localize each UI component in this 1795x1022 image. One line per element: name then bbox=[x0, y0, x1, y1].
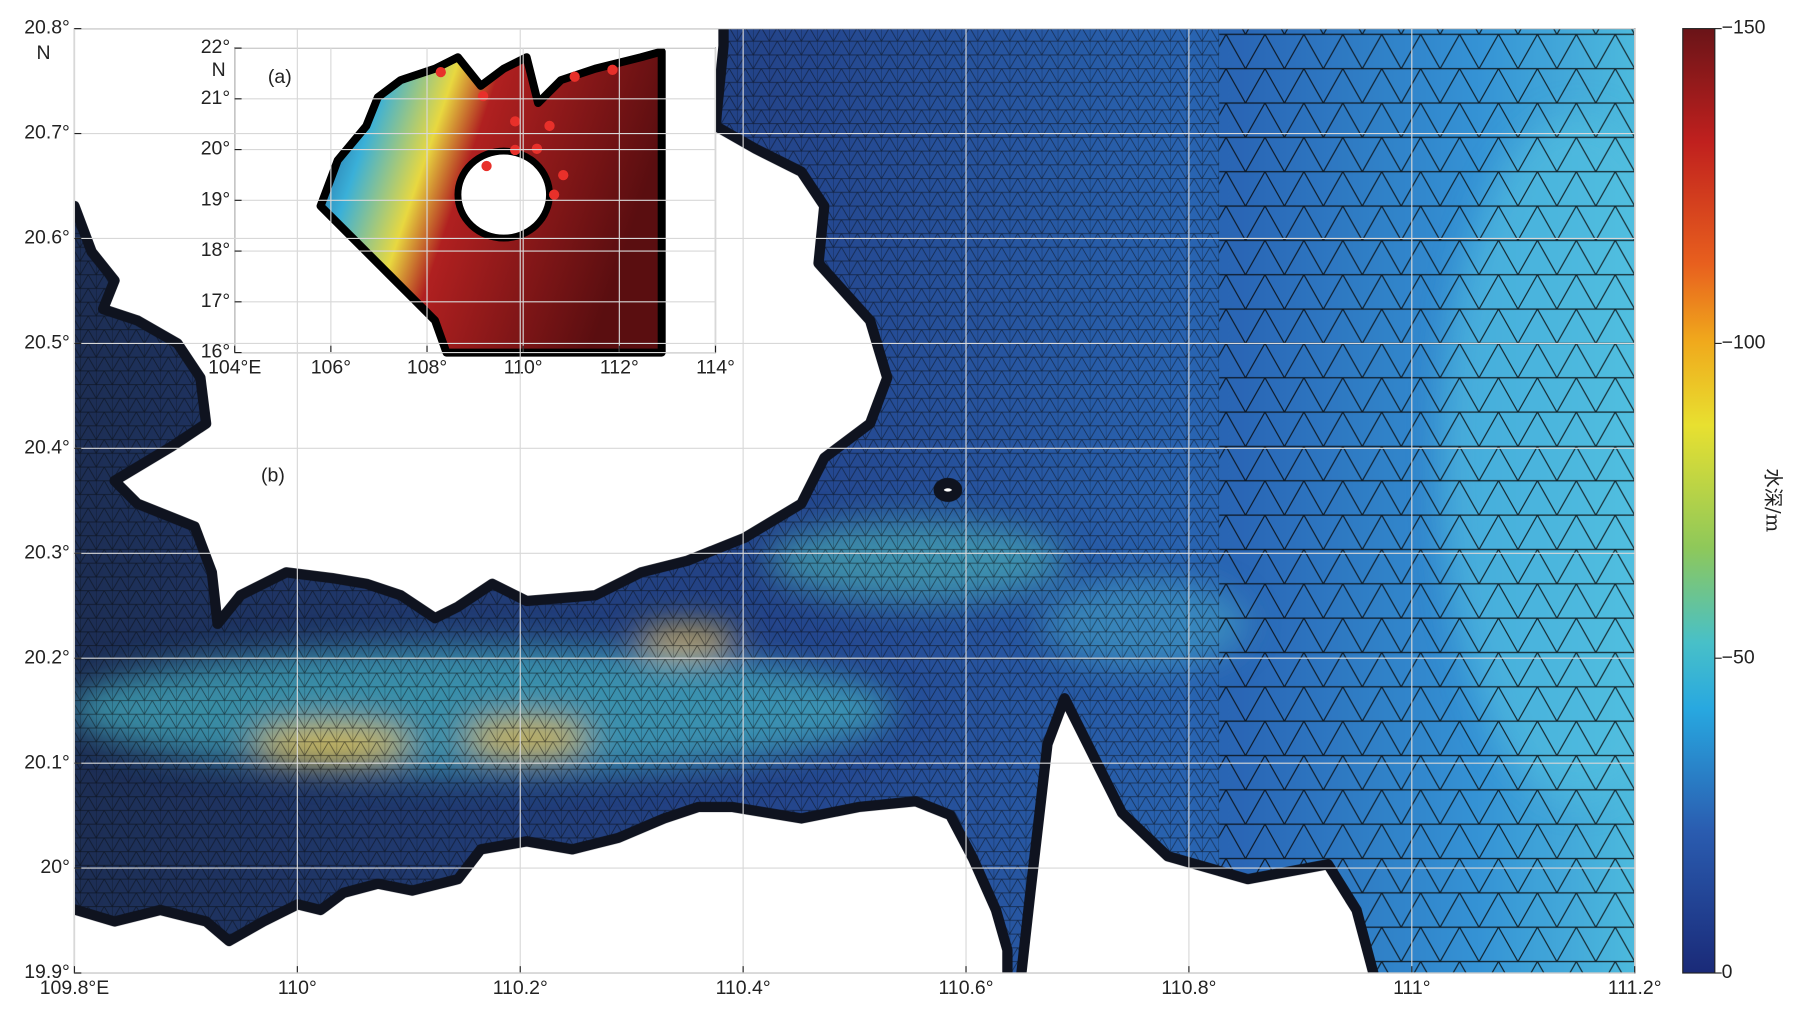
x-tick-label: 109.8°E bbox=[40, 977, 109, 999]
x-tick-label: 106° bbox=[311, 357, 351, 379]
x-tick-label: 111.2° bbox=[1608, 977, 1662, 999]
y-tick-label: 20.1° bbox=[24, 751, 70, 773]
x-tick-label: 108° bbox=[407, 357, 447, 379]
colorbar-tick-label: −150 bbox=[1722, 17, 1766, 39]
x-tick-label: 110° bbox=[504, 357, 543, 379]
colorbar-tick-label: −100 bbox=[1722, 332, 1766, 354]
x-tick-label: 112° bbox=[600, 357, 639, 379]
panel-label: (b) bbox=[261, 464, 285, 486]
y-tick-label: 20.7° bbox=[24, 122, 70, 144]
y-tick-label: 20.8° bbox=[24, 17, 70, 39]
map-area bbox=[74, 28, 1635, 974]
y-tick-label: 20° bbox=[40, 856, 69, 878]
y-tick-label: 19.9° bbox=[24, 961, 70, 983]
mesh-coarse bbox=[1219, 28, 1635, 974]
y-tick-label: 18° bbox=[201, 239, 230, 261]
x-tick-label: 104°E bbox=[208, 357, 261, 379]
x-tick-label: 111° bbox=[1393, 977, 1430, 999]
colorbar-label: 水深/m bbox=[1762, 468, 1785, 532]
colorbar-tick-label: 0 bbox=[1722, 961, 1733, 983]
x-tick-label: 110.8° bbox=[1161, 977, 1216, 999]
panel-label: (a) bbox=[268, 66, 292, 88]
y-axis-unit: N bbox=[37, 42, 51, 64]
y-tick-label: 20.6° bbox=[24, 227, 70, 249]
y-tick-label: 22° bbox=[201, 36, 230, 58]
x-tick-label: 114° bbox=[696, 357, 735, 379]
y-tick-label: 20.5° bbox=[24, 332, 70, 354]
y-tick-label: 20.4° bbox=[24, 436, 70, 458]
y-tick-label: 17° bbox=[201, 290, 230, 312]
y-tick-label: 20° bbox=[201, 138, 230, 160]
y-tick-label: 16° bbox=[201, 341, 230, 363]
colorbar bbox=[1682, 28, 1716, 974]
x-tick-label: 110.6° bbox=[939, 977, 994, 999]
y-tick-label: 20.3° bbox=[24, 541, 70, 563]
colorbar-tick-label: −50 bbox=[1722, 646, 1755, 668]
x-tick-label: 110.4° bbox=[716, 977, 771, 999]
inset-island bbox=[454, 147, 553, 242]
x-tick-label: 110.2° bbox=[493, 977, 548, 999]
y-tick-label: 21° bbox=[201, 87, 230, 109]
y-tick-label: 20.2° bbox=[24, 646, 70, 668]
y-tick-label: 19° bbox=[201, 188, 230, 210]
x-tick-label: 110° bbox=[278, 977, 317, 999]
y-axis-unit: N bbox=[212, 59, 226, 81]
inset-map: (a) N 104°E 106° 108° 110° 112° 114° 16° 17° 18°… bbox=[201, 36, 735, 379]
